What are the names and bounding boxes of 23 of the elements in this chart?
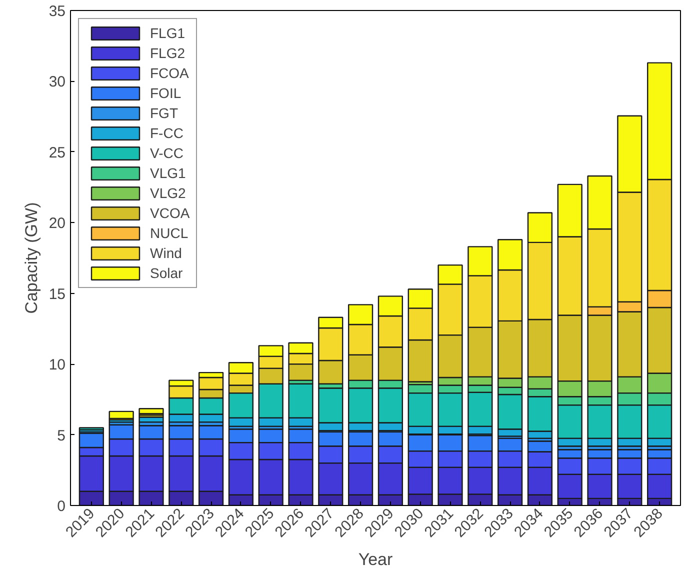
y-axis-title: Capacity (GW) bbox=[22, 202, 41, 314]
y-tick-label: 5 bbox=[57, 427, 66, 444]
y-tick-label: 25 bbox=[48, 144, 66, 162]
legend-label: Solar bbox=[150, 265, 183, 281]
y-tick-label: 15 bbox=[48, 286, 66, 303]
legend-label: VLG2 bbox=[150, 185, 186, 201]
y-tick-label: 20 bbox=[48, 215, 66, 232]
legend-label: FCOA bbox=[150, 65, 189, 81]
y-tick-label: 35 bbox=[48, 3, 66, 20]
y-tick-label: 0 bbox=[57, 498, 66, 515]
legend-label: FGT bbox=[150, 105, 178, 121]
legend-label: FLG1 bbox=[150, 25, 186, 41]
legend-label: VLG1 bbox=[150, 165, 186, 181]
x-axis-title: Year bbox=[358, 550, 394, 569]
legend-label: V-CC bbox=[150, 145, 184, 161]
legend-label: FLG2 bbox=[150, 45, 186, 61]
legend-label: Wind bbox=[150, 245, 182, 261]
legend-label: F-CC bbox=[150, 125, 184, 141]
y-tick-label: 30 bbox=[48, 74, 66, 91]
legend-label: VCOA bbox=[150, 205, 190, 221]
legend-label: NUCL bbox=[150, 225, 188, 241]
legend-label: FOIL bbox=[150, 85, 182, 101]
y-tick-label: 10 bbox=[48, 356, 66, 374]
